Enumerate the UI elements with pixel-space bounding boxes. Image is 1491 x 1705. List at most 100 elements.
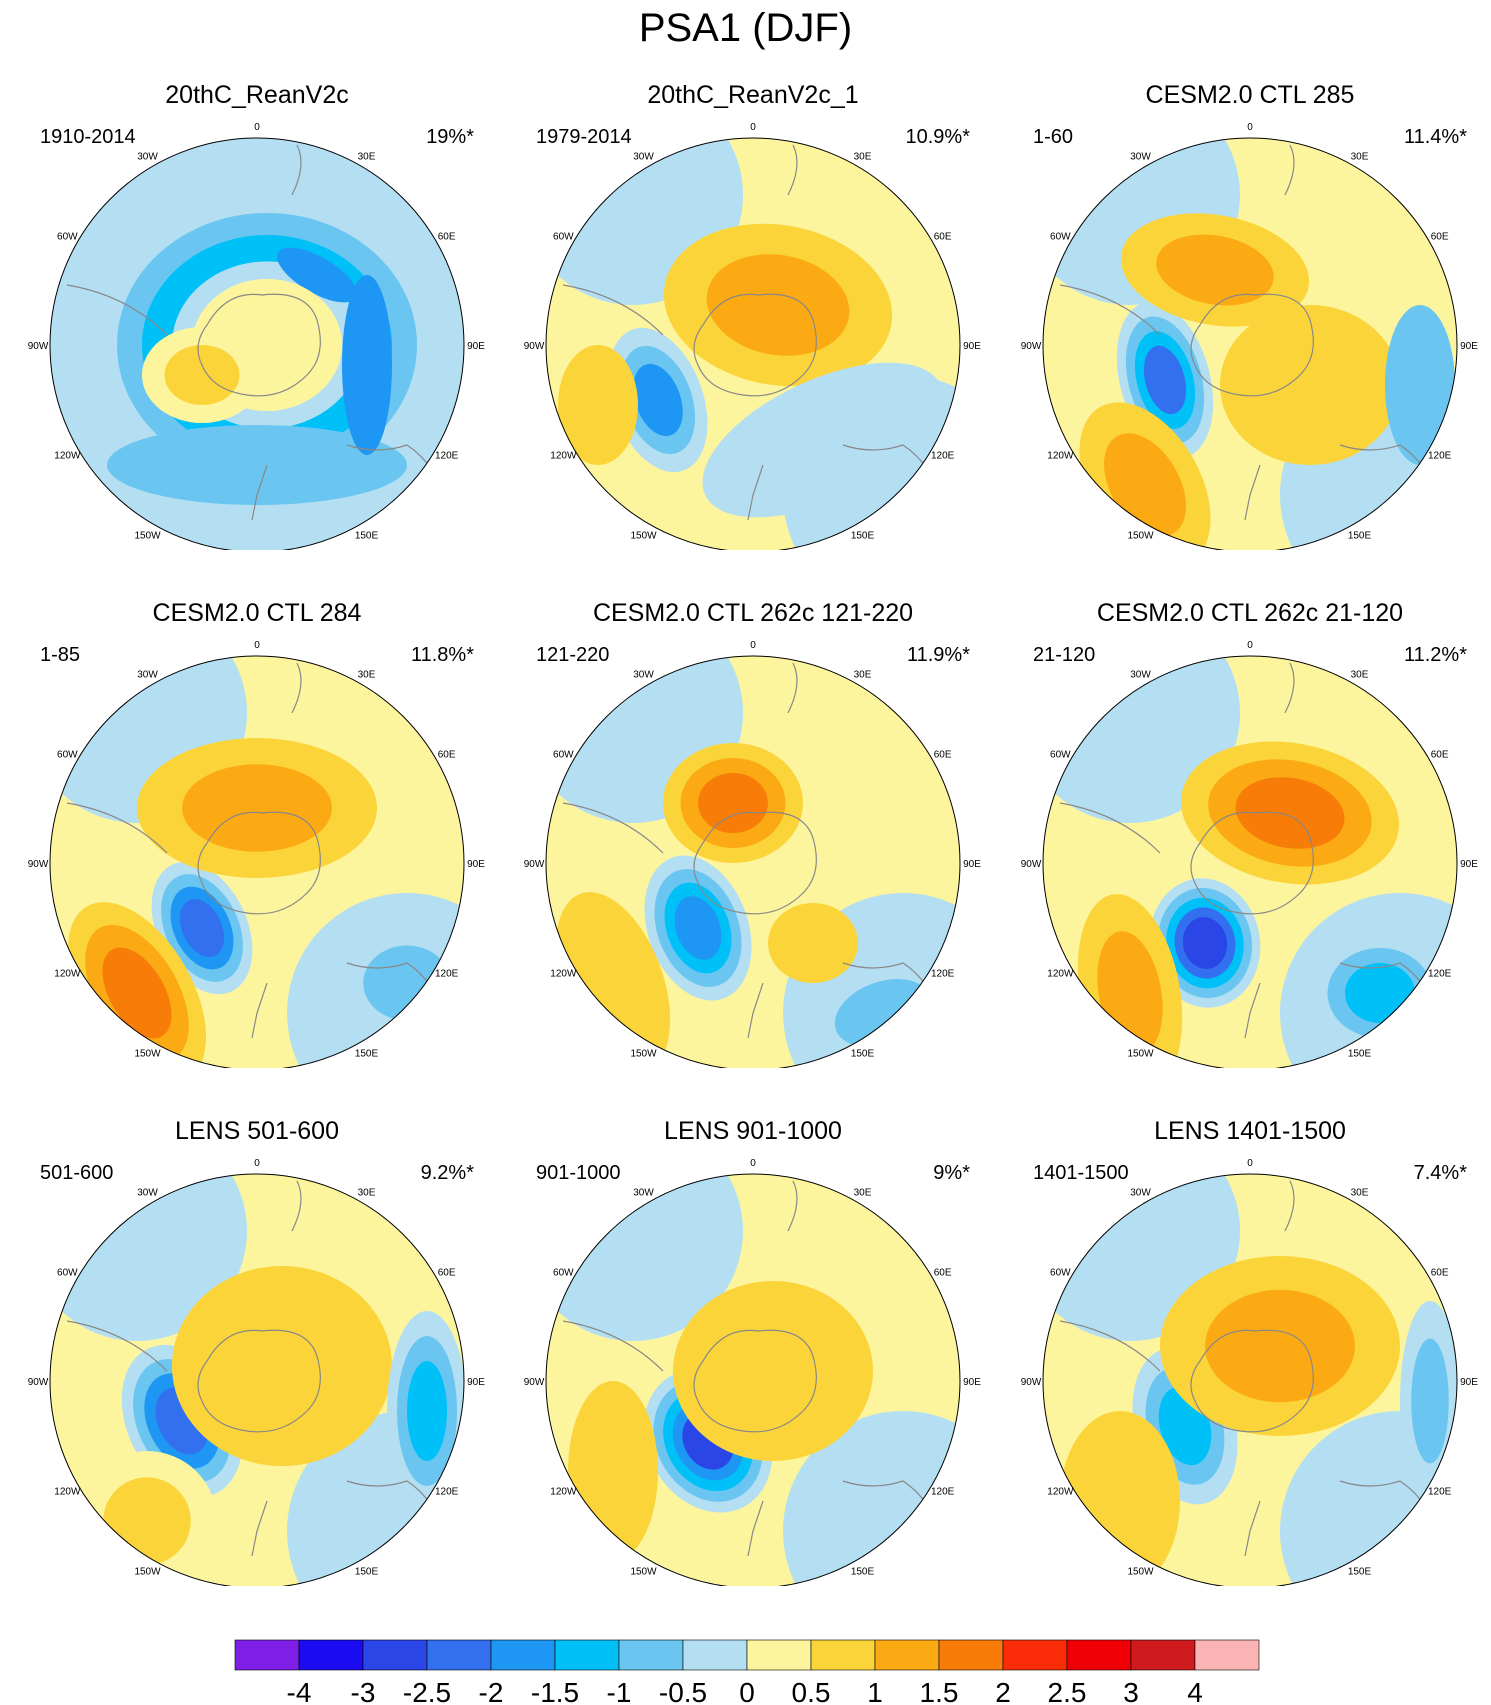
antarctica-outline — [1190, 293, 1314, 397]
polar-map: 030E60E90E120E150E180150W120W90W60W30W — [524, 122, 981, 550]
longitude-label: 30W — [1130, 669, 1151, 680]
map-boundary-circle — [49, 655, 465, 1068]
panel-variance-pct: 19%* — [426, 126, 474, 148]
panel-title: CESM2.0 CTL 262c 121-220 — [592, 599, 914, 627]
longitude-label: 120W — [54, 1487, 81, 1498]
map-panel: CESM2.0 CTL 285030E60E90E120E150E180150W… — [1015, 80, 1485, 550]
longitude-label: 120W — [1047, 1487, 1074, 1498]
longitude-label: 90E — [963, 341, 981, 352]
longitude-label: 30E — [358, 151, 376, 162]
map-boundary-circle — [545, 655, 961, 1068]
longitude-label: 120W — [550, 451, 577, 462]
panel-variance-pct: 10.9%* — [905, 126, 971, 148]
panel-variance-pct: 9%* — [933, 1162, 970, 1184]
coastline — [66, 1320, 168, 1372]
coastline — [747, 1500, 764, 1557]
longitude-label: 90W — [524, 859, 545, 870]
map-panel: 20thC_ReanV2c030E60E90E120E150E180150W12… — [22, 80, 492, 550]
longitude-label: 0 — [750, 122, 756, 133]
longitude-label: 150E — [851, 1049, 875, 1060]
panel-title: 20thC_ReanV2c_1 — [647, 81, 859, 109]
longitude-label: 90W — [28, 859, 49, 870]
panel-variance-pct: 11.4%* — [1403, 126, 1467, 148]
longitude-label: 60E — [1431, 1268, 1449, 1279]
panel-years: 901-1000 — [536, 1162, 621, 1184]
longitude-label: 90E — [963, 1377, 981, 1388]
antarctica-outline — [693, 1329, 817, 1433]
longitude-label: 60E — [934, 750, 952, 761]
longitude-label: 30E — [358, 1187, 376, 1198]
longitude-label: 30W — [137, 151, 158, 162]
longitude-label: 120W — [54, 969, 81, 980]
map-panel: CESM2.0 CTL 284030E60E90E120E150E180150W… — [22, 598, 492, 1068]
longitude-label: 150E — [355, 531, 379, 542]
panel-variance-pct: 7.4%* — [1413, 1162, 1467, 1184]
coastline — [291, 144, 302, 196]
coastline — [787, 1180, 798, 1232]
longitude-label: 120W — [1047, 451, 1074, 462]
antarctica-outline — [693, 811, 817, 915]
longitude-label: 0 — [750, 640, 756, 651]
panel-years: 501-600 — [40, 1162, 114, 1184]
longitude-label: 60W — [1050, 750, 1071, 761]
longitude-label: 150E — [1348, 1049, 1372, 1060]
field-contours — [546, 656, 960, 1068]
longitude-label: 90W — [28, 1377, 49, 1388]
coastline — [562, 1320, 664, 1372]
field-contours — [50, 656, 464, 1068]
longitude-label: 120W — [1047, 969, 1074, 980]
longitude-label: 150W — [134, 531, 161, 542]
coastline — [251, 464, 268, 521]
longitude-label: 60W — [57, 750, 78, 761]
figure-title: PSA1 (DJF) — [638, 6, 853, 50]
antarctica-outline — [197, 811, 321, 915]
longitude-label: 120W — [550, 969, 577, 980]
longitude-label: 0 — [254, 1158, 260, 1169]
longitude-label: 90E — [467, 859, 485, 870]
map-boundary-circle — [1042, 655, 1458, 1068]
longitude-label: 60W — [553, 232, 574, 243]
panel-title: CESM2.0 CTL 284 — [152, 599, 362, 627]
coastline — [562, 284, 664, 336]
panel-years: 1-85 — [40, 644, 81, 666]
longitude-label: 30E — [358, 669, 376, 680]
longitude-label: 120E — [1428, 1487, 1452, 1498]
longitude-label: 120E — [931, 969, 955, 980]
longitude-label: 90E — [1460, 341, 1478, 352]
polar-map: 030E60E90E120E150E180150W120W90W60W30W — [28, 640, 485, 1068]
longitude-label: 120E — [1428, 451, 1452, 462]
longitude-label: 0 — [254, 122, 260, 133]
longitude-label: 30W — [1130, 151, 1151, 162]
panel-years: 121-220 — [536, 644, 610, 666]
longitude-label: 90E — [467, 1377, 485, 1388]
panel-years: 1401-1500 — [1033, 1162, 1129, 1184]
field-contours — [546, 138, 960, 550]
longitude-label: 150E — [355, 1049, 379, 1060]
field-contours — [1043, 138, 1457, 550]
longitude-label: 150E — [1348, 1567, 1372, 1578]
longitude-label: 60E — [1431, 750, 1449, 761]
longitude-label: 60E — [438, 750, 456, 761]
longitude-label: 150W — [1127, 531, 1154, 542]
longitude-label: 150E — [851, 531, 875, 542]
antarctica-outline — [1190, 811, 1314, 915]
coastline — [1244, 1500, 1261, 1557]
map-panel: CESM2.0 CTL 262c 121-220 0 30E 60E 90E 120E 15… — [518, 598, 988, 1068]
panel-title: LENS 1401-1500 — [1154, 1117, 1346, 1145]
map-panel: LENS 1401-1500030E60E90E120E150E180150W1… — [1015, 1116, 1485, 1586]
longitude-label: 90W — [524, 1377, 545, 1388]
longitude-label: 30E — [854, 669, 872, 680]
panel-variance-pct: 11.9%* — [906, 644, 970, 666]
antarctica-outline — [197, 1329, 321, 1433]
longitude-label: 120E — [931, 451, 955, 462]
longitude-label: 90E — [963, 859, 981, 870]
longitude-label: 120E — [931, 1487, 955, 1498]
longitude-label: 90E — [467, 341, 485, 352]
longitude-label: 60W — [553, 1268, 574, 1279]
coastline — [251, 982, 268, 1039]
longitude-label: 30W — [633, 1187, 654, 1198]
coastline — [562, 802, 664, 854]
coastline — [747, 982, 764, 1039]
polar-map: 030E60E90E120E150E180150W120W90W60W30W — [1021, 1158, 1478, 1586]
